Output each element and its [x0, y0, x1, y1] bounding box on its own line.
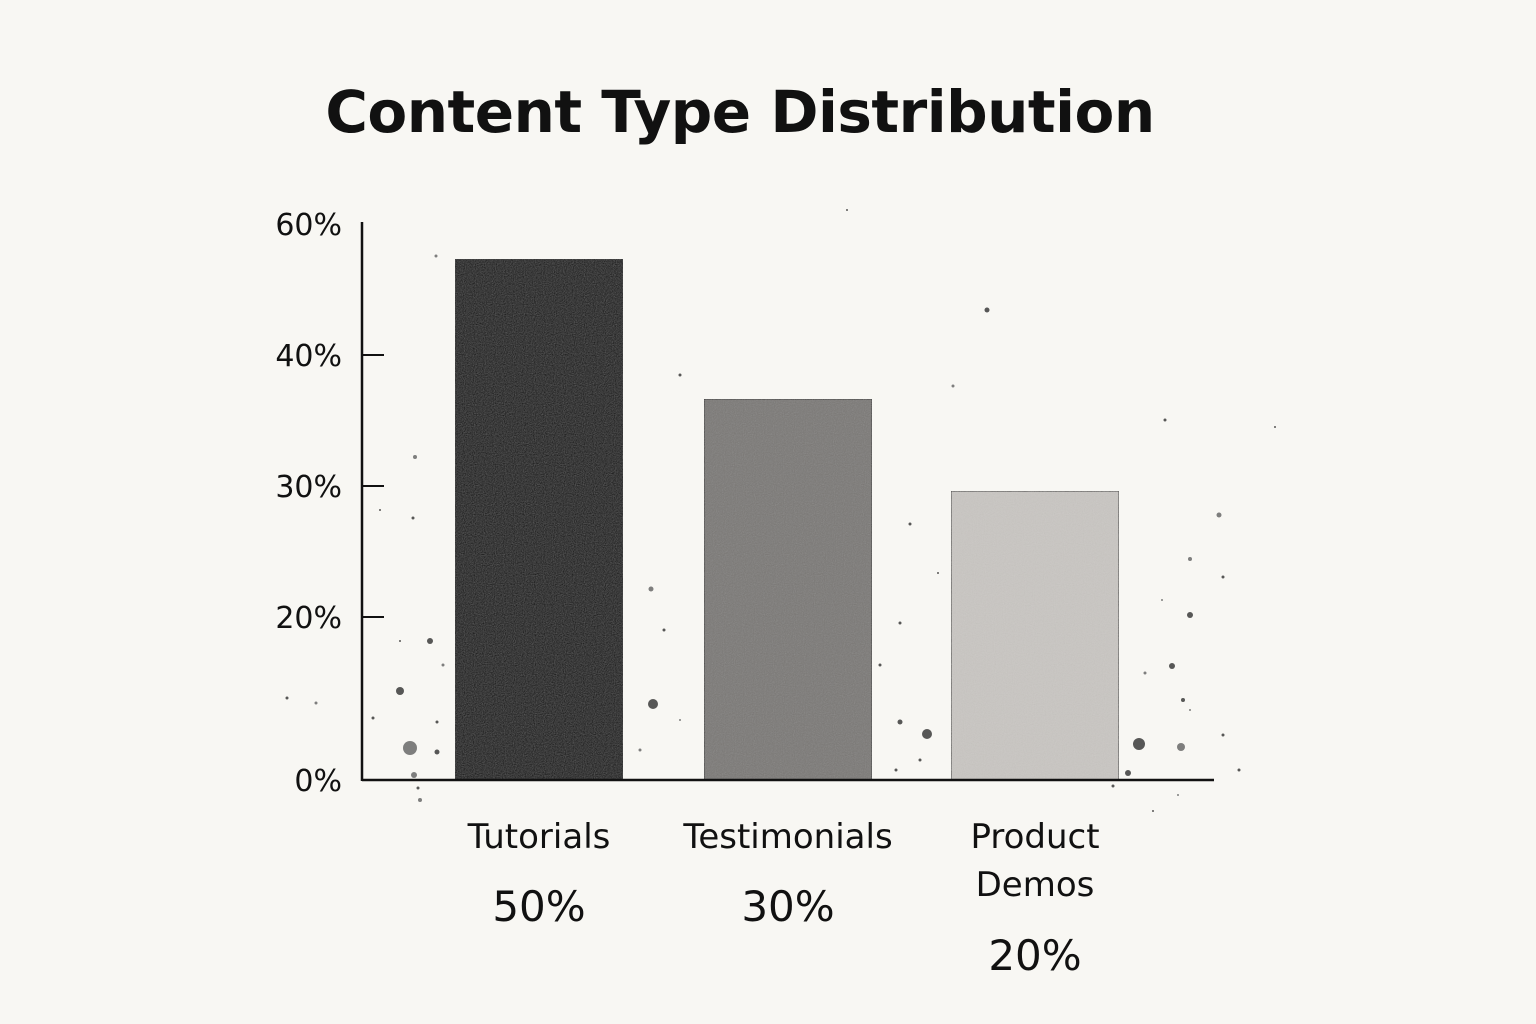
- ink-speckle: [937, 572, 939, 574]
- ink-speckle: [1143, 671, 1147, 675]
- ink-speckle: [894, 768, 898, 772]
- ink-speckle: [413, 455, 417, 459]
- ink-speckle: [897, 719, 903, 725]
- ink-speckle: [1181, 698, 1185, 702]
- y-tick-label: 0%: [294, 764, 342, 799]
- ink-speckle: [1188, 557, 1192, 561]
- ink-speckle: [1111, 784, 1115, 788]
- ink-speckle: [285, 696, 289, 700]
- x-category-label: Demos: [976, 865, 1095, 905]
- ink-speckle: [1133, 738, 1145, 750]
- y-tick-label: 30%: [275, 470, 342, 505]
- ink-speckle: [435, 720, 439, 724]
- ink-speckle: [411, 516, 415, 520]
- ink-speckle: [441, 663, 445, 667]
- ink-speckle: [648, 699, 658, 709]
- bar-testimonials: [703, 398, 873, 781]
- x-category-label: Testimonials: [682, 817, 892, 857]
- ink-speckle: [1221, 575, 1225, 579]
- ink-speckle: [379, 509, 381, 511]
- data-value-label: 20%: [988, 931, 1081, 980]
- ink-speckle: [678, 373, 682, 377]
- ink-speckle: [908, 522, 912, 526]
- ink-speckle: [396, 687, 404, 695]
- ink-speckle: [371, 716, 375, 720]
- data-value-label: 30%: [741, 882, 834, 931]
- ink-speckle: [648, 586, 654, 592]
- x-category-label: Product: [970, 817, 1099, 857]
- ink-speckle: [1163, 418, 1167, 422]
- ink-speckle: [1187, 612, 1193, 618]
- data-value-label: 50%: [492, 882, 585, 931]
- bar-product-demos: [950, 490, 1120, 781]
- ink-speckle: [898, 621, 902, 625]
- ink-speckle: [1169, 663, 1175, 669]
- y-tick-label: 60%: [275, 208, 342, 243]
- bar-tutorials: [454, 258, 624, 781]
- bars-group: [454, 258, 1120, 781]
- ink-speckle: [918, 758, 922, 762]
- ink-speckle: [416, 786, 420, 790]
- ink-speckle: [1237, 768, 1241, 772]
- chart-title: Content Type Distribution: [325, 78, 1155, 146]
- ink-speckle: [314, 701, 318, 705]
- ink-speckle: [1216, 512, 1222, 518]
- axes-group: [360, 222, 1214, 782]
- ink-speckle: [638, 748, 642, 752]
- ink-speckle: [846, 209, 848, 211]
- ink-speckle: [399, 640, 401, 642]
- x-category-label: Tutorials: [467, 817, 611, 857]
- ink-speckle: [1152, 810, 1154, 812]
- ink-speckle: [1221, 733, 1225, 737]
- ink-speckle: [922, 729, 932, 739]
- y-tick-label: 20%: [275, 601, 342, 636]
- ink-speckle: [427, 638, 433, 644]
- ink-speckle: [411, 772, 417, 778]
- ink-speckles: [285, 209, 1276, 812]
- ink-speckle: [1177, 794, 1179, 796]
- ink-speckle: [1161, 599, 1163, 601]
- ink-speckle: [878, 663, 882, 667]
- ink-speckle: [418, 798, 422, 802]
- ink-speckle: [434, 254, 438, 258]
- labels-group: 0% 20% 30% 40% 60% Tutorials 50% Testimonials 30…: [275, 208, 1099, 980]
- ink-speckle: [951, 384, 955, 388]
- ink-speckle: [403, 741, 417, 755]
- ink-speckle: [662, 628, 666, 632]
- ink-speckle: [434, 749, 440, 755]
- ink-speckle: [984, 307, 990, 313]
- ink-speckle: [1274, 426, 1276, 428]
- y-tick-label: 40%: [275, 339, 342, 374]
- ink-speckle: [679, 719, 681, 721]
- ink-speckle: [1125, 770, 1131, 776]
- ink-speckle: [1189, 709, 1191, 711]
- ink-speckle: [1177, 743, 1185, 751]
